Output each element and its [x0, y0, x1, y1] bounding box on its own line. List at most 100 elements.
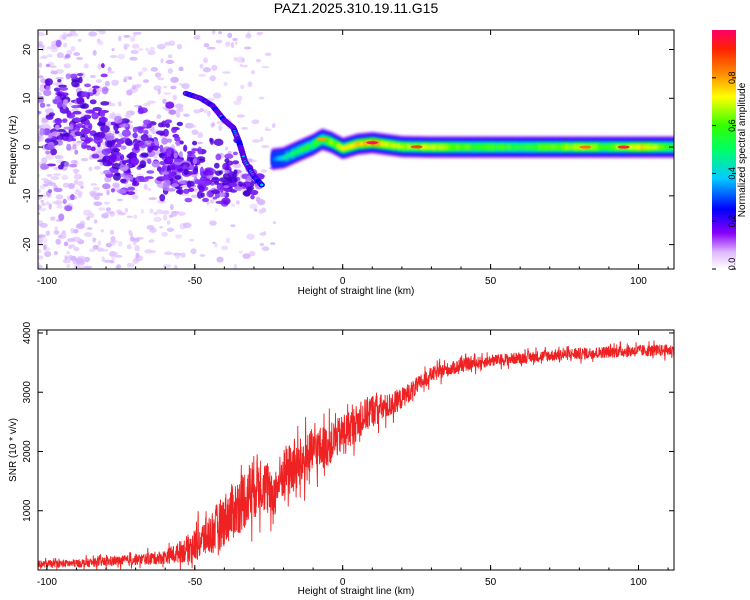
spectrogram-speckle [174, 103, 184, 109]
spectrogram-speckle [230, 42, 235, 48]
spectrogram-blob [97, 122, 106, 127]
spectrogram-ridge-cell [325, 138, 329, 144]
spectrogram-blob [155, 130, 166, 135]
spectrogram-blob [72, 144, 77, 150]
spectrogram-blob [234, 186, 243, 191]
spectrogram-ridge-cell [596, 144, 600, 150]
spectrogram-speckle [92, 49, 97, 56]
spectrogram-blob [75, 123, 84, 129]
spectrogram-ridge-cell [340, 144, 343, 151]
spectrogram-ridge-cell [654, 144, 658, 150]
snr-ytick-label: 2000 [22, 440, 33, 463]
spectrogram-blob [232, 160, 240, 165]
spectrogram-speckle [193, 35, 201, 40]
spectrogram-ridge-cell [344, 145, 347, 151]
spectrogram-speckle [109, 240, 119, 244]
spectrogram-blob [69, 163, 78, 168]
spectrogram-speckle [89, 248, 96, 253]
spectrogram-ridge-cell [406, 143, 409, 150]
spectrogram-ridge [271, 128, 674, 171]
spectrogram-xtick-label: -100 [37, 276, 57, 287]
spectrogram-speckle [104, 80, 110, 87]
spectrogram-ridge-cell [282, 155, 285, 161]
spectrogram-speckle [236, 95, 243, 102]
spectrogram-ridge-cell [286, 153, 289, 159]
spectrogram-ridge-cell [503, 144, 507, 150]
spectrogram-speckle [148, 197, 158, 201]
spectrogram-blob [120, 178, 127, 184]
spectrogram-speckle [253, 208, 258, 212]
spectrogram-ridge-cell [398, 143, 401, 149]
spectrogram-blob [250, 194, 255, 200]
spectrogram-blob [228, 176, 238, 183]
spectrogram-ridge-cell [540, 144, 544, 150]
spectrogram-blob [80, 104, 86, 109]
spectrogram-speckle [264, 128, 272, 131]
spectrogram-speckle [224, 41, 231, 47]
spectrogram-speckle [232, 37, 238, 42]
spectrogram-ridge-cell [520, 144, 523, 150]
spectrogram-blob [130, 157, 140, 165]
spectrogram-blob [84, 83, 91, 88]
spectrogram-speckle [98, 30, 107, 35]
spectrogram-speckle [166, 220, 171, 225]
spectrogram-ridge-cell [304, 145, 308, 151]
spectrogram-speckle [43, 180, 53, 184]
spectrogram-ridge-cell [646, 144, 650, 150]
spectrogram-speckle [198, 73, 206, 77]
spectrogram-speckle [225, 237, 231, 244]
spectrogram-blob [76, 98, 85, 105]
spectrogram-blob [202, 197, 209, 203]
spectrogram-speckle [126, 262, 135, 268]
spectrogram-speckle [222, 71, 231, 74]
spectrogram-speckle [93, 219, 98, 224]
spectrogram-speckle [50, 70, 58, 75]
spectrogram-blob [52, 98, 63, 105]
spectrogram-speckle [146, 100, 156, 104]
spectrogram-speckle [123, 43, 130, 48]
spectrogram-blob [39, 102, 46, 108]
colorbar-tick-label: 0.4 [727, 167, 737, 180]
spectrogram-ridge-cell [302, 145, 306, 152]
spectrogram-speckle [78, 87, 82, 91]
spectrogram-speckle [101, 213, 109, 219]
spectrogram-branch-core [260, 183, 264, 187]
spectrogram-speckle [49, 65, 57, 68]
spectrogram-speckle [62, 258, 71, 264]
spectrogram-ridge-cell [464, 144, 467, 150]
spectrogram-speckle [38, 234, 44, 239]
spectrogram-speckle [258, 209, 264, 214]
spectrogram-speckle [131, 84, 137, 90]
spectrogram-speckle [70, 227, 74, 234]
spectrogram-speckle [177, 211, 186, 216]
spectrogram-speckle [214, 207, 219, 212]
spectrogram-blob [153, 145, 159, 151]
spectrogram-blob [45, 150, 51, 155]
spectrogram-speckle [41, 45, 45, 52]
spectrogram-blob [129, 151, 135, 158]
spectrogram-ridge-cell [315, 140, 318, 146]
spectrogram-speckle [233, 263, 238, 269]
spectrogram-speckle [160, 58, 164, 64]
spectrogram-speckle [129, 236, 135, 242]
spectrogram-speckle [53, 250, 59, 256]
spectrogram-speckle [272, 221, 277, 225]
spectrogram-speckle [115, 251, 119, 258]
spectrogram-blob [206, 171, 214, 176]
spectrogram-speckle [248, 250, 256, 257]
snr-ytick-label: 3000 [22, 381, 33, 404]
figure-title: PAZ1.2025.310.19.11.G15 [274, 0, 439, 16]
spectrogram-speckle [75, 257, 85, 264]
spectrogram-xtick-label: 50 [485, 276, 497, 287]
spectrogram-speckle [236, 114, 245, 118]
spectrogram-speckle [233, 56, 238, 62]
spectrogram-blob [249, 189, 259, 196]
spectrogram-speckle [227, 32, 233, 39]
spectrogram-ridge-cell [290, 151, 293, 157]
spectrogram-blob [51, 131, 61, 137]
spectrogram-ridge-cell [491, 144, 494, 150]
spectrogram-ridge-cell [311, 142, 314, 148]
spectrogram-speckle [241, 64, 249, 68]
spectrogram-ridge-cell [499, 144, 503, 150]
spectrogram-blob [146, 170, 155, 174]
